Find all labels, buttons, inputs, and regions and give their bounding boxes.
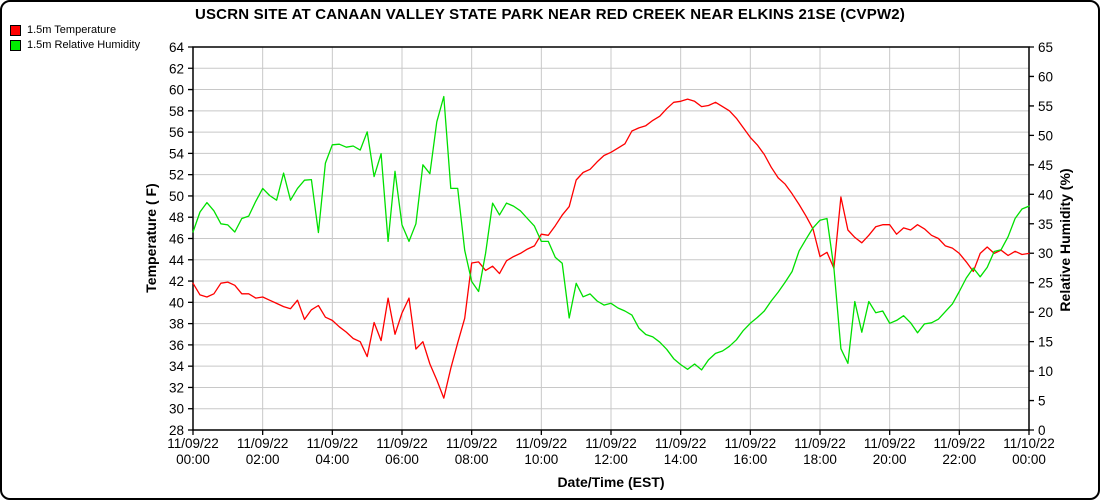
temperature-line xyxy=(192,98,1030,399)
right-tick-label: 35 xyxy=(1038,217,1053,232)
left-tick-label: 62 xyxy=(169,61,184,76)
right-tick-label: 65 xyxy=(1038,40,1053,55)
x-tick-time: 20:00 xyxy=(873,452,907,467)
left-tick-label: 32 xyxy=(169,380,184,395)
axis-tick-labels: 6462605856545250484644424038363432302865… xyxy=(167,40,1055,467)
left-tick-label: 52 xyxy=(169,168,184,183)
left-tick-label: 46 xyxy=(169,232,184,247)
x-tick-time: 18:00 xyxy=(803,452,837,467)
right-tick-label: 60 xyxy=(1038,69,1053,84)
x-tick-time: 04:00 xyxy=(315,452,349,467)
x-tick-date: 11/09/22 xyxy=(725,436,777,451)
humidity-line xyxy=(192,95,1030,371)
right-tick-label: 45 xyxy=(1038,158,1053,173)
temperature-swatch-icon xyxy=(10,24,21,36)
humidity-swatch-icon xyxy=(10,39,21,51)
x-tick-time: 16:00 xyxy=(733,452,767,467)
x-tick-time: 06:00 xyxy=(385,452,419,467)
x-tick-date: 11/09/22 xyxy=(307,436,359,451)
x-tick-date: 11/09/22 xyxy=(864,436,916,451)
x-tick-date: 11/09/22 xyxy=(376,436,428,451)
x-tick-date: 11/09/22 xyxy=(934,436,986,451)
x-tick-date: 11/09/22 xyxy=(446,436,498,451)
legend-label-temperature: 1.5m Temperature xyxy=(27,24,117,36)
chart-title: USCRN SITE AT CANAAN VALLEY STATE PARK N… xyxy=(194,6,906,23)
right-tick-label: 40 xyxy=(1038,187,1053,202)
x-tick-date: 11/09/22 xyxy=(655,436,707,451)
legend-item-humidity: 1.5m Relative Humidity xyxy=(10,39,140,51)
legend-label-humidity: 1.5m Relative Humidity xyxy=(27,39,141,51)
x-tick-date: 11/09/22 xyxy=(167,436,219,451)
x-tick-date: 11/10/22 xyxy=(1003,436,1055,451)
x-tick-time: 22:00 xyxy=(942,452,976,467)
left-tick-label: 60 xyxy=(169,83,184,98)
left-tick-label: 44 xyxy=(169,253,185,268)
x-axis-title: Date/Time (EST) xyxy=(557,474,664,490)
right-tick-label: 55 xyxy=(1038,99,1053,114)
right-tick-label: 15 xyxy=(1038,335,1053,350)
x-tick-time: 08:00 xyxy=(455,452,489,467)
x-tick-time: 02:00 xyxy=(246,452,280,467)
x-tick-time: 00:00 xyxy=(176,452,210,467)
x-tick-time: 14:00 xyxy=(664,452,698,467)
gridlines xyxy=(193,47,1029,430)
legend-item-temperature: 1.5m Temperature xyxy=(10,24,140,36)
left-tick-label: 50 xyxy=(169,189,184,204)
left-tick-label: 42 xyxy=(169,274,184,289)
left-tick-label: 40 xyxy=(169,295,184,310)
x-tick-date: 11/09/22 xyxy=(794,436,846,451)
legend: 1.5m Temperature 1.5m Relative Humidity xyxy=(10,24,140,54)
right-tick-label: 50 xyxy=(1038,128,1053,143)
right-axis-title: Relative Humidity (%) xyxy=(1057,168,1073,311)
left-tick-label: 36 xyxy=(169,338,184,353)
left-axis-title: Temperature ( F) xyxy=(143,183,159,292)
x-tick-time: 00:00 xyxy=(1012,452,1046,467)
right-tick-label: 5 xyxy=(1038,394,1046,409)
axis-ticks xyxy=(188,46,1034,435)
x-tick-time: 10:00 xyxy=(524,452,558,467)
left-tick-label: 54 xyxy=(169,146,185,161)
x-tick-date: 11/09/22 xyxy=(237,436,289,451)
right-tick-label: 25 xyxy=(1038,276,1053,291)
left-tick-label: 30 xyxy=(169,402,184,417)
left-tick-label: 38 xyxy=(169,317,184,332)
right-tick-label: 0 xyxy=(1038,423,1046,438)
x-tick-date: 11/09/22 xyxy=(585,436,637,451)
left-tick-label: 34 xyxy=(169,359,185,374)
right-tick-label: 10 xyxy=(1038,364,1053,379)
x-tick-date: 11/09/22 xyxy=(516,436,568,451)
left-tick-label: 48 xyxy=(169,210,184,225)
right-tick-label: 30 xyxy=(1038,246,1053,261)
x-tick-time: 12:00 xyxy=(594,452,628,467)
left-tick-label: 58 xyxy=(169,104,184,119)
left-tick-label: 64 xyxy=(169,40,185,55)
left-tick-label: 28 xyxy=(169,423,184,438)
left-tick-label: 56 xyxy=(169,125,184,140)
right-tick-label: 20 xyxy=(1038,305,1053,320)
